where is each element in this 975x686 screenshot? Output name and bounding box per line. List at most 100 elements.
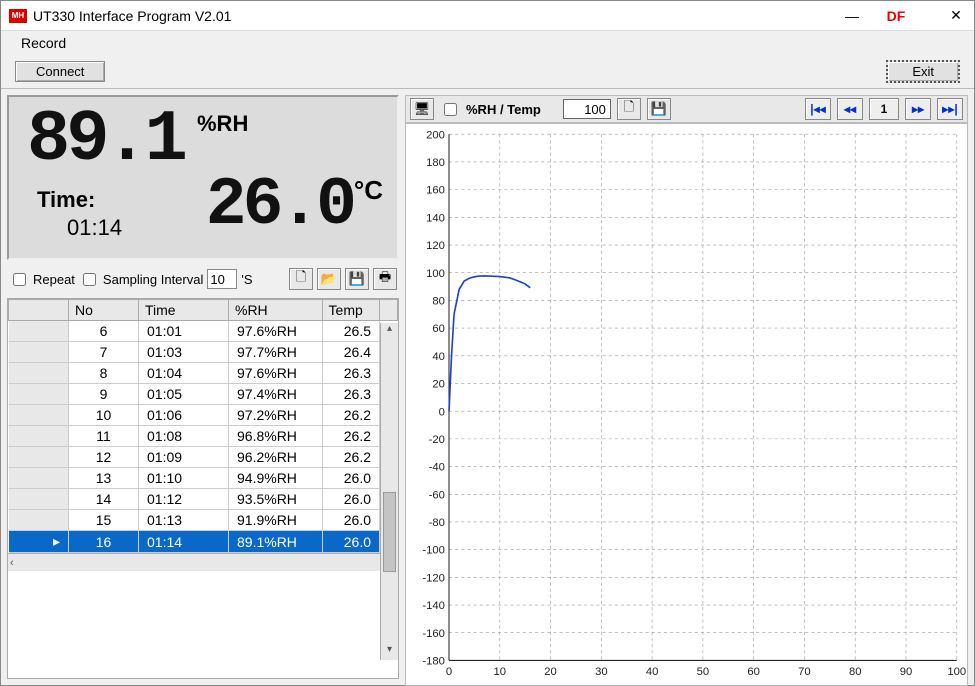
right-panel: 🖥 %RH / Temp 🗋 💾 |◂◂ ◂◂ 1 ▸▸ ▸▸| 0102030… <box>405 95 968 679</box>
left-panel: 89.1 %RH Time: 01:14 26.0 °C Repeat Samp… <box>7 95 399 679</box>
table-row[interactable]: 1501:1391.9%RH26.0 <box>9 510 398 531</box>
print-button[interactable]: 🖶 <box>373 268 397 290</box>
nav-first-button[interactable]: |◂◂ <box>805 98 831 120</box>
nav-prev-button[interactable]: ◂◂ <box>837 98 863 120</box>
open-button[interactable]: 📂 <box>317 268 341 290</box>
print-icon: 🖶 <box>379 268 391 290</box>
svg-text:60: 60 <box>747 666 760 678</box>
lcd-temp-value: 26.0 <box>206 167 353 244</box>
table-header[interactable]: Temp <box>322 300 379 321</box>
close-button[interactable]: ✕ <box>946 6 966 26</box>
svg-text:80: 80 <box>432 295 445 307</box>
app-window: MH UT330 Interface Program V2.01 — DF ✕ … <box>0 0 975 686</box>
new-icon: 🗋 <box>624 98 634 120</box>
nav-page-display: 1 <box>869 98 899 120</box>
table-header[interactable]: Time <box>139 300 229 321</box>
chart-toolbar: 🖥 %RH / Temp 🗋 💾 |◂◂ ◂◂ 1 ▸▸ ▸▸| <box>405 95 968 123</box>
table-scrollbar-h[interactable]: ‹ › <box>8 553 398 571</box>
lcd-rh-unit: %RH <box>197 111 248 137</box>
svg-text:-180: -180 <box>422 656 445 668</box>
svg-text:160: 160 <box>426 185 445 197</box>
sampling-unit: 'S <box>241 272 252 287</box>
save-button[interactable]: 💾 <box>345 268 369 290</box>
nav-last-button[interactable]: ▸▸| <box>937 98 963 120</box>
lcd-temp-unit: °C <box>354 175 383 206</box>
connect-button[interactable]: Connect <box>15 61 105 82</box>
nav-next-button[interactable]: ▸▸ <box>905 98 931 120</box>
svg-text:-60: -60 <box>429 489 445 501</box>
svg-text:20: 20 <box>544 666 557 678</box>
sampling-checkbox[interactable] <box>83 273 96 286</box>
chart-pointcount-input[interactable] <box>563 99 611 119</box>
table-row[interactable]: 1301:1094.9%RH26.0 <box>9 468 398 489</box>
save-icon: 💾 <box>349 271 365 287</box>
scroll-thumb[interactable] <box>383 492 396 572</box>
window-title: UT330 Interface Program V2.01 <box>33 8 231 24</box>
svg-text:0: 0 <box>446 666 452 678</box>
chart-save-button[interactable]: 💾 <box>647 98 671 120</box>
device-icon: 🖥 <box>414 101 431 117</box>
chart-svg: 0102030405060708090100-180-160-140-120-1… <box>406 124 967 685</box>
svg-text:200: 200 <box>426 129 445 141</box>
svg-text:100: 100 <box>426 268 445 280</box>
table-row[interactable]: 1201:0996.2%RH26.2 <box>9 447 398 468</box>
chart-new-button[interactable]: 🗋 <box>617 98 641 120</box>
save-icon: 💾 <box>651 101 667 117</box>
menu-record[interactable]: Record <box>21 35 66 51</box>
svg-text:-80: -80 <box>429 517 445 529</box>
svg-text:70: 70 <box>798 666 811 678</box>
svg-text:10: 10 <box>494 666 507 678</box>
svg-text:120: 120 <box>426 240 445 252</box>
sampling-value-input[interactable] <box>207 269 237 289</box>
svg-text:30: 30 <box>595 666 608 678</box>
table-row[interactable]: 1101:0896.8%RH26.2 <box>9 426 398 447</box>
new-doc-button[interactable]: 🗋 <box>289 268 313 290</box>
scroll-down-icon[interactable]: ▾ <box>381 644 398 660</box>
table-row[interactable]: ▸1601:1489.1%RH26.0 <box>9 531 398 553</box>
scroll-left-icon[interactable]: ‹ <box>10 557 14 569</box>
options-row: Repeat Sampling Interval 'S 🗋 📂 💾 🖶 <box>7 264 399 294</box>
svg-text:50: 50 <box>697 666 710 678</box>
svg-text:100: 100 <box>947 666 966 678</box>
chart-toolbar-label: %RH / Temp <box>466 102 541 117</box>
minimize-button[interactable]: — <box>842 6 862 26</box>
svg-text:60: 60 <box>432 323 445 335</box>
lcd-time-label: Time: <box>37 187 95 213</box>
scroll-up-icon[interactable]: ▴ <box>381 323 398 339</box>
lcd-time-value: 01:14 <box>67 215 122 241</box>
svg-text:20: 20 <box>432 379 445 391</box>
content-area: 89.1 %RH Time: 01:14 26.0 °C Repeat Samp… <box>1 89 974 685</box>
table-header[interactable]: No <box>69 300 139 321</box>
repeat-checkbox[interactable] <box>13 273 26 286</box>
svg-text:-40: -40 <box>429 462 445 474</box>
table-row[interactable]: 901:0597.4%RH26.3 <box>9 384 398 405</box>
table-row[interactable]: 701:0397.7%RH26.4 <box>9 342 398 363</box>
lcd-rh-value: 89.1 <box>27 99 184 181</box>
svg-text:40: 40 <box>432 351 445 363</box>
app-icon: MH <box>9 9 27 23</box>
table-scrollbar-v[interactable]: ▴ ▾ <box>380 323 398 660</box>
device-button[interactable]: 🖥 <box>410 98 434 120</box>
table-header[interactable]: %RH <box>229 300 323 321</box>
menubar: Record <box>1 31 974 55</box>
table-row[interactable]: 1401:1293.5%RH26.0 <box>9 489 398 510</box>
exit-button[interactable]: Exit <box>886 60 960 83</box>
data-table-wrap: NoTime%RHTemp 601:0197.6%RH26.5701:0397.… <box>7 298 399 679</box>
svg-text:-160: -160 <box>422 628 445 640</box>
titlebar: MH UT330 Interface Program V2.01 — DF ✕ <box>1 1 974 31</box>
svg-text:90: 90 <box>900 666 913 678</box>
chart-area: 0102030405060708090100-180-160-140-120-1… <box>405 123 968 686</box>
table-row[interactable]: 601:0197.6%RH26.5 <box>9 321 398 342</box>
svg-text:40: 40 <box>646 666 659 678</box>
lcd-display: 89.1 %RH Time: 01:14 26.0 °C <box>7 95 399 260</box>
chart-toggle-checkbox[interactable] <box>444 103 457 116</box>
svg-text:80: 80 <box>849 666 862 678</box>
svg-text:-120: -120 <box>422 572 445 584</box>
svg-text:0: 0 <box>439 406 445 418</box>
table-row[interactable]: 801:0497.6%RH26.3 <box>9 363 398 384</box>
sampling-label: Sampling Interval <box>103 272 203 287</box>
repeat-label: Repeat <box>33 272 75 287</box>
svg-text:-100: -100 <box>422 545 445 557</box>
new-icon: 🗋 <box>296 268 306 290</box>
table-row[interactable]: 1001:0697.2%RH26.2 <box>9 405 398 426</box>
